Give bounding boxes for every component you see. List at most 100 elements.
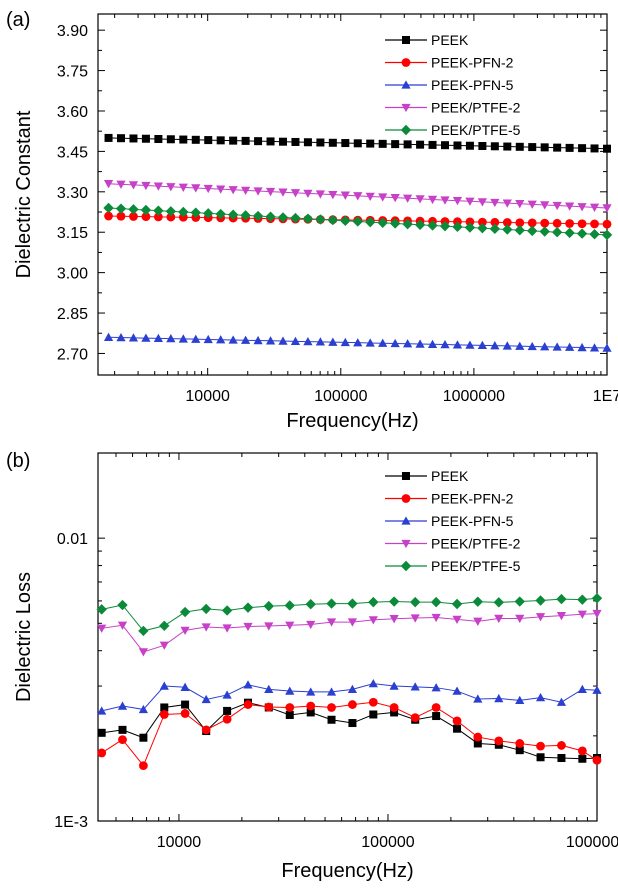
data-point <box>303 336 313 346</box>
data-point <box>117 621 128 630</box>
data-point <box>117 599 128 611</box>
data-point <box>565 219 575 228</box>
y-tick-label: 3.15 <box>57 225 88 242</box>
data-point <box>440 339 450 349</box>
data-point <box>243 622 253 632</box>
x-tick-label: 100000 <box>361 834 414 851</box>
data-point <box>389 615 399 624</box>
data-point <box>241 136 250 145</box>
data-point <box>326 618 337 627</box>
y-tick-label: 3.30 <box>57 185 88 202</box>
series-peek-ptfe-5 <box>103 202 613 241</box>
data-point <box>118 725 127 734</box>
data-point <box>166 212 176 222</box>
legend-label: PEEK-PFN-2 <box>431 55 514 71</box>
data-point <box>216 136 225 145</box>
x-tick-label: 1E7 <box>593 388 618 405</box>
data-point <box>180 626 190 635</box>
data-point <box>128 333 139 342</box>
data-point <box>465 141 474 150</box>
data-point <box>348 700 357 709</box>
data-point <box>473 732 483 742</box>
data-point <box>228 186 238 195</box>
data-point <box>306 620 316 630</box>
data-point <box>502 218 512 227</box>
data-point <box>557 754 566 763</box>
legend-marker <box>401 494 411 503</box>
data-point <box>403 194 413 203</box>
data-point <box>427 195 438 205</box>
data-point <box>552 342 562 351</box>
data-point <box>159 681 169 690</box>
y-tick-label: 0.01 <box>57 531 88 548</box>
y-tick-label: 3.60 <box>57 104 88 121</box>
data-point <box>128 204 139 215</box>
data-point <box>153 182 163 191</box>
data-point <box>140 204 152 216</box>
data-point <box>178 206 189 218</box>
data-point <box>128 181 139 190</box>
series-peek-ptfe-2 <box>103 180 612 213</box>
legend-marker <box>401 516 411 525</box>
data-point <box>228 335 238 344</box>
data-point <box>316 138 325 147</box>
x-axis-title: Frequency(Hz) <box>286 410 418 432</box>
data-point <box>200 603 212 615</box>
x-tick-label: 1000000 <box>566 834 618 851</box>
data-point <box>223 706 232 715</box>
data-point <box>191 184 201 193</box>
y-axis-title: Dielectric Loss <box>13 572 35 702</box>
data-point <box>365 338 375 347</box>
data-point <box>503 142 512 151</box>
data-point <box>552 201 562 211</box>
y-tick-label: 3.75 <box>57 64 88 81</box>
x-tick-label: 10000 <box>157 834 202 851</box>
data-point <box>477 217 487 227</box>
series-peek-pfn-2 <box>97 697 602 770</box>
data-point <box>315 214 326 225</box>
data-point <box>535 693 546 702</box>
data-point <box>490 198 500 208</box>
legend: PEEK PEEK-PFN-2 PEEK-PFN-5 PEEK/PTFE-2 PEEK/… <box>385 32 521 138</box>
data-point <box>527 218 537 228</box>
data-point <box>539 226 550 237</box>
data-point <box>222 690 232 699</box>
data-point <box>402 218 413 230</box>
data-point <box>340 337 350 347</box>
data-point <box>556 697 567 706</box>
y-tick-label: 3.45 <box>57 144 88 161</box>
data-point <box>141 181 151 191</box>
data-point <box>180 709 190 718</box>
data-point <box>453 141 462 150</box>
data-point <box>306 701 316 711</box>
data-point <box>222 714 232 724</box>
data-point <box>201 623 211 632</box>
y-tick-label: 2.85 <box>57 306 88 323</box>
data-point <box>129 212 138 221</box>
data-point <box>452 221 463 233</box>
data-point <box>502 341 512 350</box>
data-point <box>263 600 274 612</box>
data-point <box>97 728 106 737</box>
data-point <box>180 682 190 691</box>
data-point <box>589 229 600 240</box>
data-point <box>403 140 412 149</box>
data-point <box>378 193 388 202</box>
data-point <box>493 597 504 608</box>
legend-label: PEEK <box>431 32 469 48</box>
data-point <box>452 686 462 695</box>
data-point <box>540 143 549 152</box>
data-point <box>278 336 288 345</box>
data-point <box>490 341 500 350</box>
data-point <box>243 680 253 689</box>
data-point <box>452 340 463 349</box>
data-point <box>179 606 191 618</box>
data-point <box>97 706 107 715</box>
data-point <box>141 333 151 342</box>
data-point <box>565 143 574 152</box>
data-point <box>414 219 426 231</box>
data-point <box>577 219 587 229</box>
plot-frame <box>97 452 598 822</box>
legend-label: PEEK/PTFE-5 <box>431 122 521 138</box>
data-point <box>389 681 399 690</box>
